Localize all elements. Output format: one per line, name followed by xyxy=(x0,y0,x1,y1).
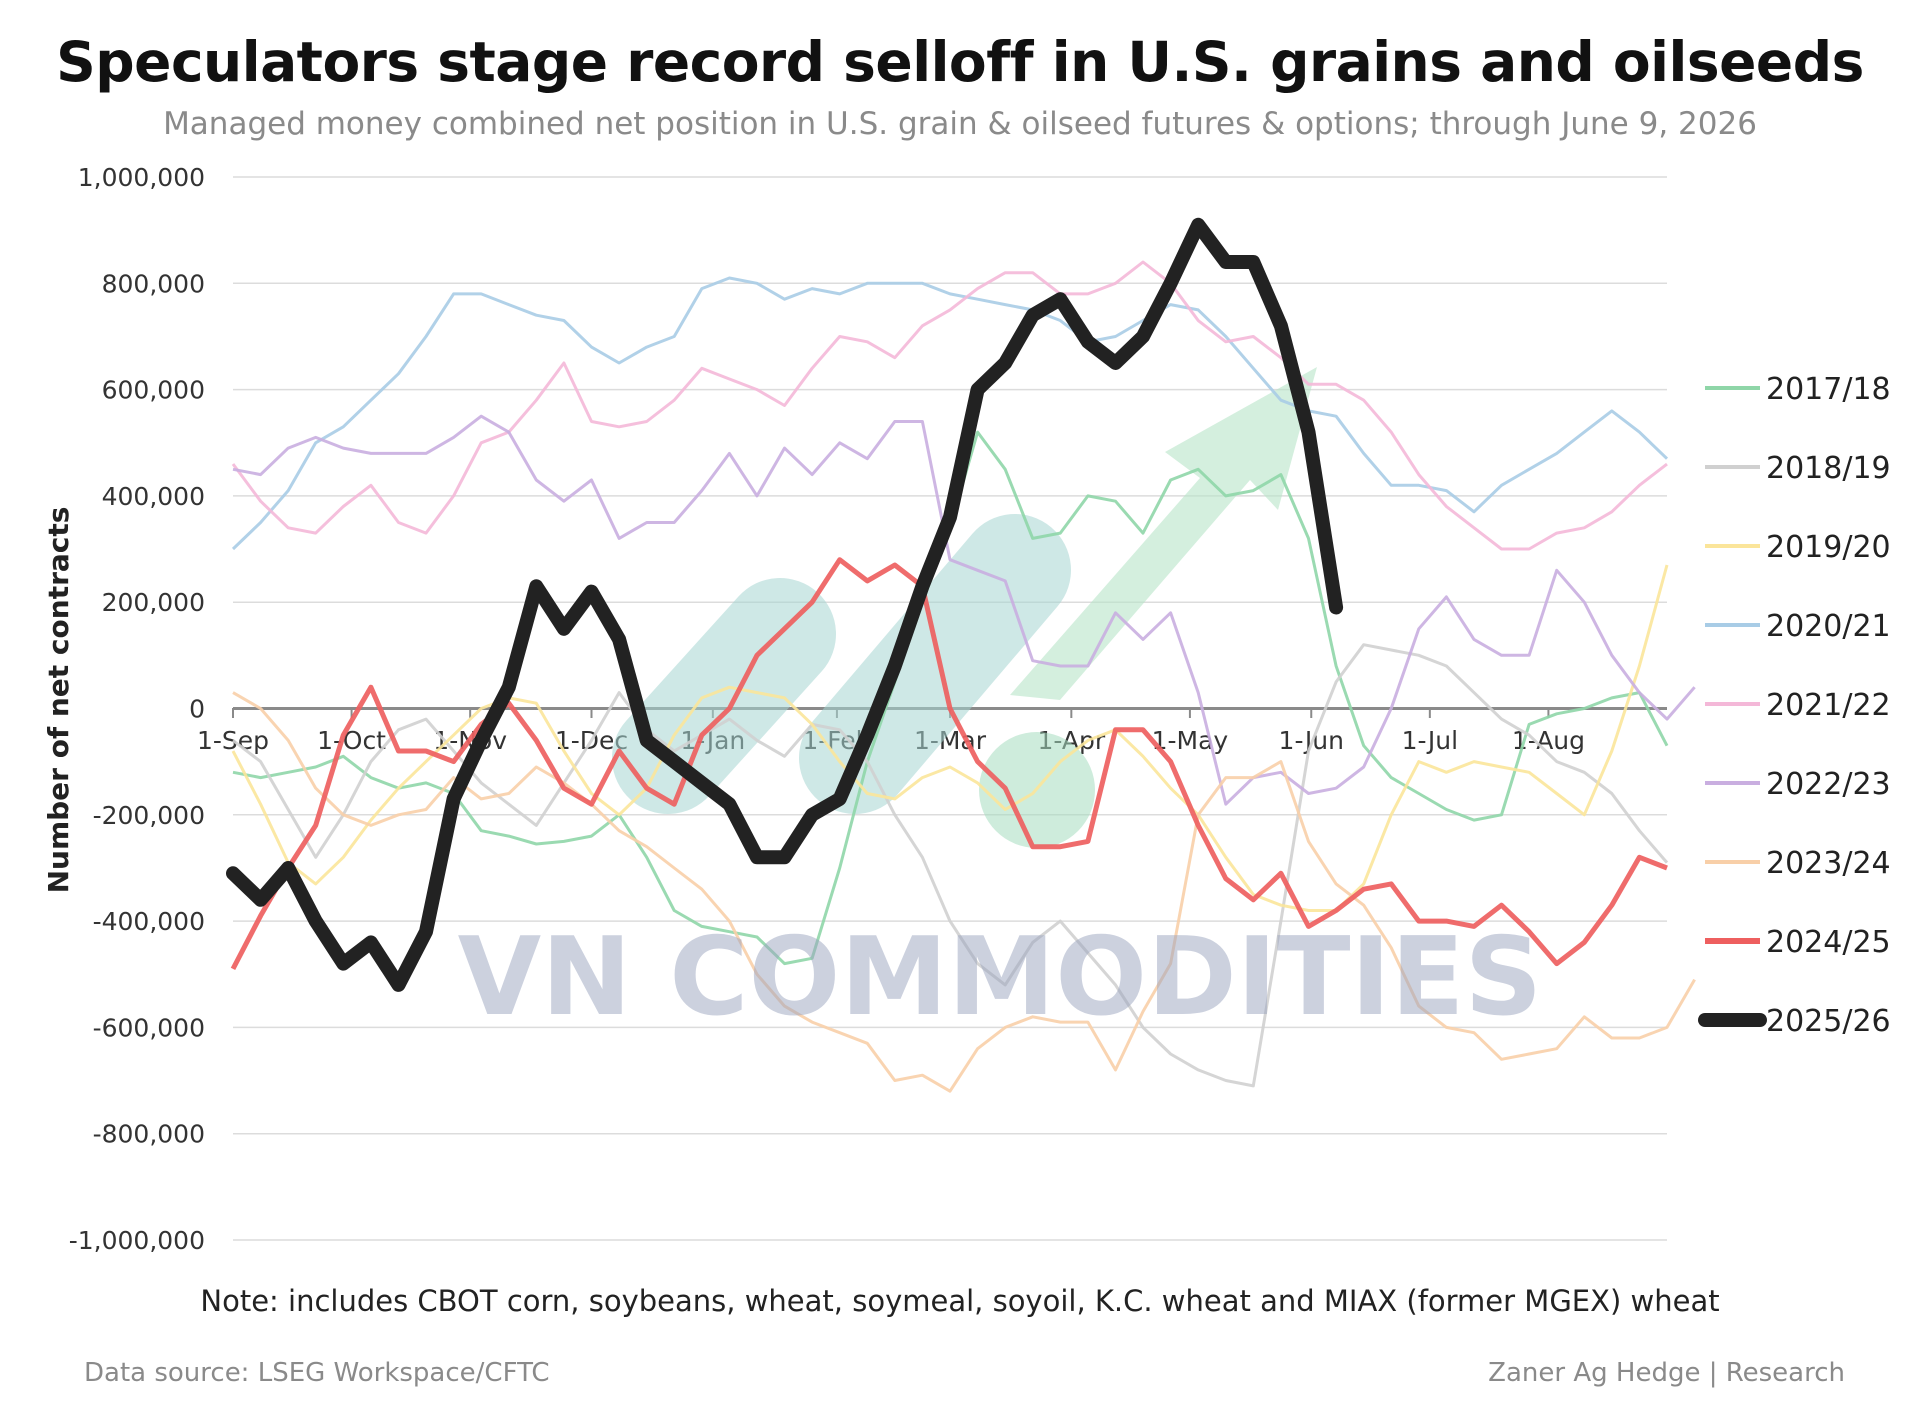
chart-title: Speculators stage record selloff in U.S.… xyxy=(56,30,1864,94)
series-line-2025-26 xyxy=(226,217,1344,992)
watermark-stroke xyxy=(612,578,836,814)
chart-subtitle: Managed money combined net position in U… xyxy=(163,106,1757,142)
legend-label: 2022/23 xyxy=(1766,767,1891,802)
y-tick-label: 0 xyxy=(189,695,205,724)
legend-label: 2017/18 xyxy=(1766,372,1891,407)
y-axis-label: Number of net contracts xyxy=(42,507,75,894)
legend-label: 2021/22 xyxy=(1766,688,1891,723)
y-tick-label: 200,000 xyxy=(102,588,205,617)
series-lines xyxy=(226,217,1696,1093)
watermark-text: VN COMMODITIES xyxy=(458,915,1543,1040)
legend: 2017/18 2018/19 2019/20 2020/21 2021/22 2022/… xyxy=(1698,372,1891,1039)
y-tick-label: -1,000,000 xyxy=(69,1226,205,1255)
y-tick-label: -800,000 xyxy=(93,1120,205,1149)
watermark-stroke xyxy=(799,514,1071,814)
y-tick-label: 400,000 xyxy=(102,482,205,511)
y-tick-labels: 1,000,000 800,000 600,000 400,000 200,000 0 -2… xyxy=(69,163,205,1255)
legend-label: 2023/24 xyxy=(1766,846,1891,881)
y-tick-label: -600,000 xyxy=(93,1013,205,1042)
legend-label: 2019/20 xyxy=(1766,530,1891,565)
credit-line: Zaner Ag Hedge | Research xyxy=(1488,1358,1845,1388)
series-line-2019-20 xyxy=(231,564,1669,912)
y-tick-label: -200,000 xyxy=(93,801,205,830)
series-line-2023-24 xyxy=(232,691,1696,1093)
series-line-2021-22 xyxy=(231,260,1668,551)
legend-label: 2018/19 xyxy=(1766,451,1891,486)
x-tick-label: 1-Oct xyxy=(317,726,386,755)
y-tick-label: 800,000 xyxy=(102,269,205,298)
legend-label: 2025/26 xyxy=(1766,1004,1891,1039)
y-tick-label: 600,000 xyxy=(102,376,205,405)
series-line-2022-23 xyxy=(232,414,1696,806)
y-tick-label: 1,000,000 xyxy=(78,163,205,192)
y-tick-label: -400,000 xyxy=(93,907,205,936)
x-tick-label: 1-May xyxy=(1152,726,1229,755)
legend-label: 2024/25 xyxy=(1766,925,1891,960)
watermark-arrow-icon xyxy=(1010,367,1317,700)
x-tick-label: 1-Jul xyxy=(1402,726,1458,755)
series-line-2024-25 xyxy=(230,557,1668,971)
watermark-arrows xyxy=(612,367,1317,848)
legend-label: 2020/21 xyxy=(1766,609,1891,644)
footnote: Note: includes CBOT corn, soybeans, whea… xyxy=(200,1284,1720,1318)
data-source: Data source: LSEG Workspace/CFTC xyxy=(84,1358,550,1388)
